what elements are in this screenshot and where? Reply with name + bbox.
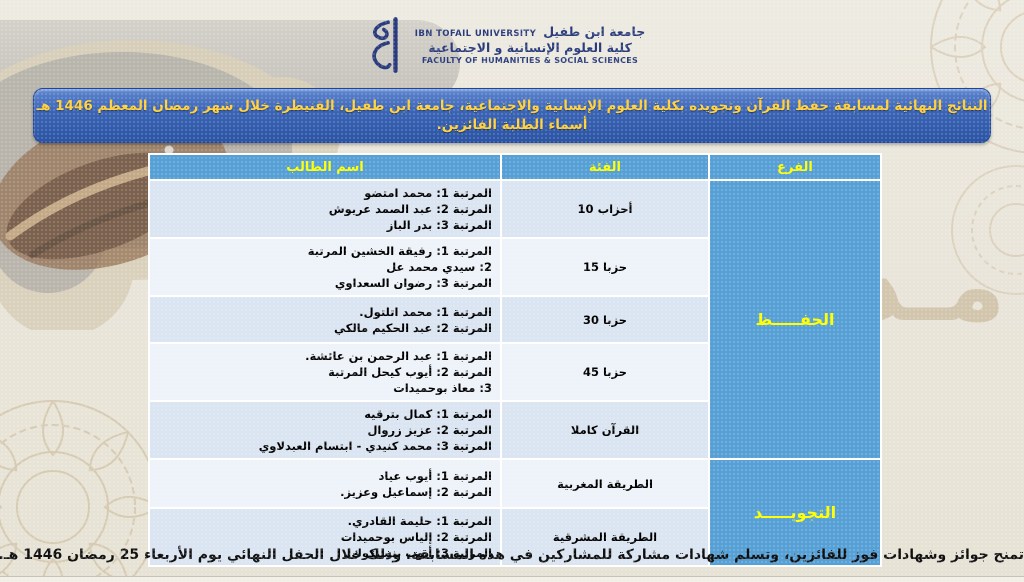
student-line: المرتبة 3: بدر الباز bbox=[386, 218, 492, 232]
students-cell: المرتبة 1: حليمة القادري. المرتبة 2: إلي… bbox=[148, 507, 502, 567]
table-row: 45 حزبا المرتبة 1: عبد الرحمن بن عائشة. … bbox=[148, 342, 881, 402]
student-line: المرتبة 3: رضوان السعداوي bbox=[334, 276, 492, 290]
table-row: الطريقة المشرقية المرتبة 1: حليمة القادر… bbox=[148, 507, 881, 567]
column-header-category: الفئة bbox=[500, 153, 710, 181]
university-name-ar: جامعة ابن طفيل bbox=[543, 24, 646, 40]
student-line: المرتبة 3: أيوب بنسيكوك . bbox=[343, 546, 492, 560]
category-cell: 30 حزبا bbox=[500, 295, 710, 344]
student-line: المرتبة 1: محمد امتضو bbox=[364, 186, 492, 200]
students-cell: المرتبة 1: كمال بترقيه المرتبة 2: عزيز ز… bbox=[148, 400, 502, 460]
university-name-en: IBN TOFAIL UNIVERSITY bbox=[414, 29, 537, 40]
student-line: المرتبة 2: إسماعيل وعزيز. bbox=[340, 484, 492, 499]
category-cell: الطريقة المشرقية bbox=[500, 507, 710, 567]
category-cell: القرآن كاملا bbox=[500, 400, 710, 460]
column-header-branch: الفرع bbox=[708, 153, 882, 181]
student-line: المرتبة 2: عزيز زروال bbox=[367, 423, 492, 437]
faculty-name-ar: كلية العلوم الإنسانية و الاجتماعية bbox=[428, 40, 632, 55]
student-line: المرتبة 2: أيوب كيحل المرتبة bbox=[328, 365, 492, 379]
banner-title-line1: النتائج النهائية لمسابقة حفظ القرآن وتجو… bbox=[36, 98, 988, 114]
category-cell: 15 حزبا bbox=[500, 237, 710, 297]
page-bottom-edge bbox=[0, 576, 1024, 582]
student-line: المرتبة 1: حليمة القادري. bbox=[347, 514, 492, 528]
table-row: 30 حزبا المرتبة 1: محمد اتلتول. المرتبة … bbox=[148, 295, 881, 344]
banner-title-line2: أسماء الطلبة الفائزين. bbox=[436, 117, 588, 133]
university-logo-icon bbox=[372, 17, 398, 73]
student-line: المرتبة 2: إلياس بوحميدات bbox=[340, 530, 492, 544]
table-row: التجويـــــد الطريقة المغربية المرتبة 1:… bbox=[148, 458, 882, 567]
category-cell: 10 أحزاب bbox=[500, 179, 710, 239]
student-line: المرتبة 1: محمد اتلتول. bbox=[359, 304, 492, 319]
title-banner: النتائج النهائية لمسابقة حفظ القرآن وتجو… bbox=[33, 88, 991, 143]
student-line: المرتبة 1: عبد الرحمن بن عائشة. bbox=[305, 349, 492, 363]
student-line: المرتبة 2: عبد الحكيم مالكي bbox=[334, 320, 492, 335]
student-line: المرتبة 1: رفيقة الخشين المرتبة bbox=[307, 244, 492, 258]
university-logo-block: IBN TOFAIL UNIVERSITY جامعة ابن طفيل كلي… bbox=[362, 16, 645, 74]
student-line: المرتبة 1: كمال بترقيه bbox=[364, 407, 492, 421]
column-header-student: اسم الطالب bbox=[148, 153, 502, 181]
students-cell: المرتبة 1: عبد الرحمن بن عائشة. المرتبة … bbox=[148, 342, 502, 402]
student-line: المرتبة 3: محمد كنيدي - ابتسام العبدلاوي bbox=[258, 439, 492, 453]
branch-cell-tajweed: التجويـــــد bbox=[708, 458, 882, 567]
branch-cell-memorization: الحفـــــظ bbox=[708, 179, 882, 460]
students-cell: المرتبة 1: رفيقة الخشين المرتبة 2: سيدي … bbox=[148, 237, 502, 297]
category-cell: الطريقة المغربية bbox=[500, 458, 710, 509]
students-cell: المرتبة 1: محمد امتضو المرتبة 2: عبد الص… bbox=[148, 179, 502, 239]
student-line: 2: سيدي محمد عل bbox=[386, 260, 492, 274]
table-row: القرآن كاملا المرتبة 1: كمال بترقيه المر… bbox=[148, 400, 881, 460]
faculty-name-en: FACULTY OF HUMANITIES & SOCIAL SCIENCES bbox=[421, 55, 639, 65]
arabesque-ornament bbox=[930, 0, 1024, 154]
student-line: 3: معاذ بوحميدات bbox=[393, 381, 492, 395]
table-row: الحفـــــظ 10 أحزاب المرتبة 1: محمد امتض… bbox=[148, 179, 882, 460]
results-table: الفرع الفئة اسم الطالب الحفـــــظ 10 أحز… bbox=[148, 153, 882, 567]
student-line: المرتبة 2: عبد الصمد عريوش bbox=[328, 202, 492, 216]
table-header-row: الفرع الفئة اسم الطالب bbox=[148, 153, 882, 181]
student-line: المرتبة 1: أيوب عياد bbox=[378, 468, 492, 483]
students-cell: المرتبة 1: أيوب عياد المرتبة 2: إسماعيل … bbox=[148, 458, 502, 509]
footer-note: تمنح جوائز وشهادات فوز للفائزين، وتسلم ش… bbox=[0, 547, 1024, 563]
students-cell: المرتبة 1: محمد اتلتول. المرتبة 2: عبد ا… bbox=[148, 295, 502, 344]
category-cell: 45 حزبا bbox=[500, 342, 710, 402]
